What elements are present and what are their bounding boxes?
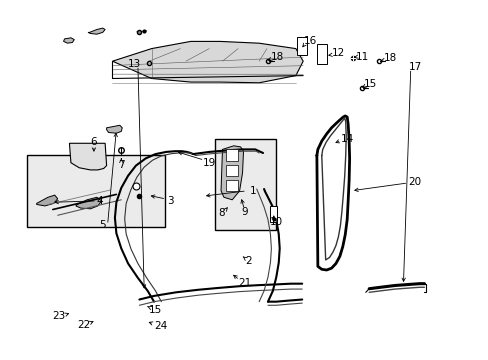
Text: 15: 15	[363, 78, 377, 89]
Text: 16: 16	[303, 36, 317, 46]
Text: 9: 9	[241, 207, 247, 217]
Text: 14: 14	[340, 134, 353, 144]
Text: 20: 20	[407, 177, 420, 187]
Polygon shape	[76, 197, 102, 209]
Text: 21: 21	[237, 278, 251, 288]
Polygon shape	[112, 41, 303, 83]
Bar	[27, 155, 165, 227]
Polygon shape	[63, 38, 74, 43]
Bar	[269, 206, 276, 222]
Text: 7: 7	[118, 160, 124, 170]
Text: 2: 2	[244, 256, 251, 266]
Text: 3: 3	[166, 196, 173, 206]
Text: 13: 13	[127, 59, 141, 69]
Text: 11: 11	[355, 52, 369, 62]
Polygon shape	[106, 125, 122, 133]
Text: 19: 19	[202, 158, 216, 168]
Polygon shape	[88, 28, 105, 34]
Text: 12: 12	[331, 48, 345, 58]
Text: 4: 4	[97, 196, 103, 206]
Text: 8: 8	[218, 208, 225, 218]
Text: 10: 10	[269, 217, 282, 228]
Text: 15: 15	[148, 305, 162, 315]
Polygon shape	[221, 146, 243, 200]
Text: 23: 23	[52, 311, 65, 321]
Text: 18: 18	[383, 53, 396, 63]
Bar	[215, 139, 276, 230]
Bar	[225, 180, 238, 191]
Text: 17: 17	[408, 62, 422, 72]
Polygon shape	[37, 195, 58, 206]
Bar	[225, 165, 238, 176]
Polygon shape	[69, 143, 106, 170]
Bar	[297, 37, 306, 55]
Bar	[316, 44, 326, 64]
Text: 24: 24	[153, 321, 167, 331]
Text: 6: 6	[90, 137, 97, 147]
Text: 5: 5	[99, 220, 106, 230]
Bar	[225, 149, 238, 161]
Text: 1: 1	[249, 186, 256, 196]
Text: 18: 18	[270, 52, 284, 62]
Text: 22: 22	[77, 320, 91, 330]
